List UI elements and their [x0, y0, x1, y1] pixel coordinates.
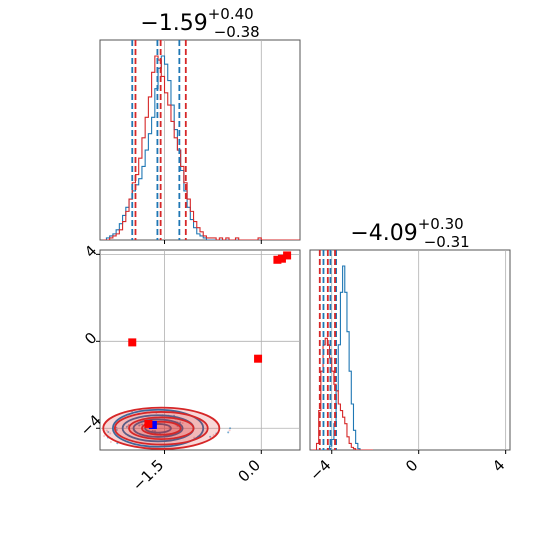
joint-sample-point: [229, 427, 232, 430]
joint-sample-point: [107, 430, 110, 433]
joint-y-tick-label: 4: [81, 242, 100, 261]
joint-contour-0-2: [132, 418, 184, 438]
joint-sample-point: [227, 431, 230, 434]
joint-sample-point: [179, 421, 182, 424]
marginal-y-title-value: −4.09: [350, 221, 417, 246]
joint-x-tick-label: −1.5: [129, 456, 167, 494]
joint-sample-point: [115, 429, 118, 432]
joint-x-tick-label: 0.0: [235, 456, 265, 486]
joint-sample-point: [228, 429, 231, 432]
marginal-y-tick-label: −4: [306, 456, 334, 484]
joint-contour-0-0: [112, 408, 205, 448]
joint-mode-point: [148, 421, 157, 429]
joint-contour-1-0: [102, 406, 221, 450]
joint-sample-point: [109, 441, 112, 444]
joint-sample-point: [103, 434, 106, 437]
marginal-y-title-plus: +0.30: [418, 215, 464, 233]
joint-sample-point: [138, 424, 141, 427]
joint-panel: −1.5 0.0−404: [77, 242, 301, 495]
marginal-y-frame: [309, 249, 511, 451]
marginal-y-tick-label: 0: [402, 456, 421, 475]
joint-sample-point: [125, 425, 128, 428]
marginal-x-title-value: −1.59: [140, 11, 207, 36]
marginal-y-title-minus: −0.31: [424, 233, 470, 251]
joint-sample-point: [141, 423, 144, 426]
joint-sample-point: [105, 429, 108, 432]
marginal-x-hist-series-1: [103, 55, 300, 240]
marginal-y-title: −4.09+0.30 −0.31: [350, 215, 469, 251]
joint-outlier-point: [273, 255, 282, 264]
joint-sample-point: [209, 435, 212, 438]
joint-y-tick-label: 0: [81, 329, 100, 348]
joint-outlier-point: [128, 338, 137, 347]
joint-frame: [99, 249, 301, 451]
joint-outlier-point: [277, 254, 286, 263]
joint-outlier-point: [283, 251, 292, 260]
marginal-x-panel: [99, 39, 301, 244]
joint-mode-point: [144, 419, 153, 428]
joint-sample-point: [109, 432, 112, 435]
marginal-y-panel: −4 0 4: [306, 249, 511, 484]
marginal-x-title-minus: −0.38: [214, 23, 260, 41]
marginal-x-title: −1.59+0.40 −0.38: [140, 5, 259, 41]
joint-sample-point: [212, 434, 215, 437]
marginal-x-frame: [99, 39, 301, 241]
marginal-x-title-plus: +0.40: [208, 5, 254, 23]
joint-outlier-point: [254, 354, 263, 363]
joint-sample-point: [181, 422, 184, 425]
marginal-y-tick-label: 4: [489, 456, 508, 475]
joint-contour-0-3: [144, 423, 172, 434]
